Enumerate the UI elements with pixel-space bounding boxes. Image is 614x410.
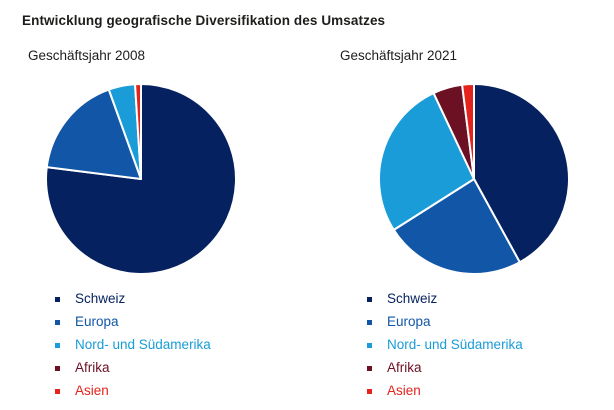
legend-label-nord-und-suedamerika: Nord- und Südamerika bbox=[387, 337, 523, 352]
legend-label-nord-und-suedamerika: Nord- und Südamerika bbox=[75, 337, 211, 352]
legend-item-schweiz: Schweiz bbox=[55, 287, 315, 310]
legend-2008: Schweiz Europa Nord- und Südamerika Afri… bbox=[55, 287, 315, 402]
legend-bullet-schweiz bbox=[55, 296, 60, 302]
subtitle-geschaeftsjahr-2008: Geschäftsjahr 2008 bbox=[28, 48, 146, 63]
legend-bullet-afrika bbox=[55, 365, 60, 371]
legend-bullet-nord-und-suedamerika bbox=[367, 342, 372, 348]
legend-item-europa: Europa bbox=[367, 310, 614, 333]
legend-label-schweiz: Schweiz bbox=[387, 291, 438, 306]
pie-slice-europa bbox=[45, 88, 142, 180]
subtitle-geschaeftsjahr-2021: Geschäftsjahr 2021 bbox=[340, 48, 458, 63]
legend-bullet-asien bbox=[55, 388, 60, 394]
legend-bullet-schweiz bbox=[367, 296, 372, 302]
pie-slice-schweiz bbox=[473, 83, 570, 264]
legend-label-schweiz: Schweiz bbox=[75, 291, 126, 306]
legend-bullet-afrika bbox=[367, 365, 372, 371]
pie-slice-asien bbox=[461, 83, 475, 180]
legend-bullet-europa bbox=[367, 319, 372, 325]
legend-label-asien: Asien bbox=[387, 383, 421, 398]
legend-2021: Schweiz Europa Nord- und Südamerika Afri… bbox=[367, 287, 614, 402]
legend-label-afrika: Afrika bbox=[75, 360, 110, 375]
page-title: Entwicklung geografische Diversifikation… bbox=[22, 13, 386, 28]
legend-label-asien: Asien bbox=[75, 383, 109, 398]
legend-label-europa: Europa bbox=[387, 314, 431, 329]
pie-slice-europa bbox=[392, 178, 521, 275]
legend-bullet-asien bbox=[367, 388, 372, 394]
legend-item-afrika: Afrika bbox=[55, 356, 315, 379]
legend-item-afrika: Afrika bbox=[367, 356, 614, 379]
pie-chart-2008 bbox=[45, 83, 237, 275]
legend-item-nord-und-suedamerika: Nord- und Südamerika bbox=[367, 333, 614, 356]
legend-item-asien: Asien bbox=[367, 379, 614, 402]
pie-slice-asien bbox=[134, 83, 142, 180]
legend-item-asien: Asien bbox=[55, 379, 315, 402]
legend-bullet-europa bbox=[55, 319, 60, 325]
pie-slice-nord-und-s-damerika bbox=[378, 92, 475, 231]
legend-item-schweiz: Schweiz bbox=[367, 287, 614, 310]
pie-chart-2021 bbox=[378, 83, 570, 275]
legend-item-nord-und-suedamerika: Nord- und Südamerika bbox=[55, 333, 315, 356]
legend-label-afrika: Afrika bbox=[387, 360, 422, 375]
legend-bullet-nord-und-suedamerika bbox=[55, 342, 60, 348]
legend-item-europa: Europa bbox=[55, 310, 315, 333]
legend-label-europa: Europa bbox=[75, 314, 119, 329]
